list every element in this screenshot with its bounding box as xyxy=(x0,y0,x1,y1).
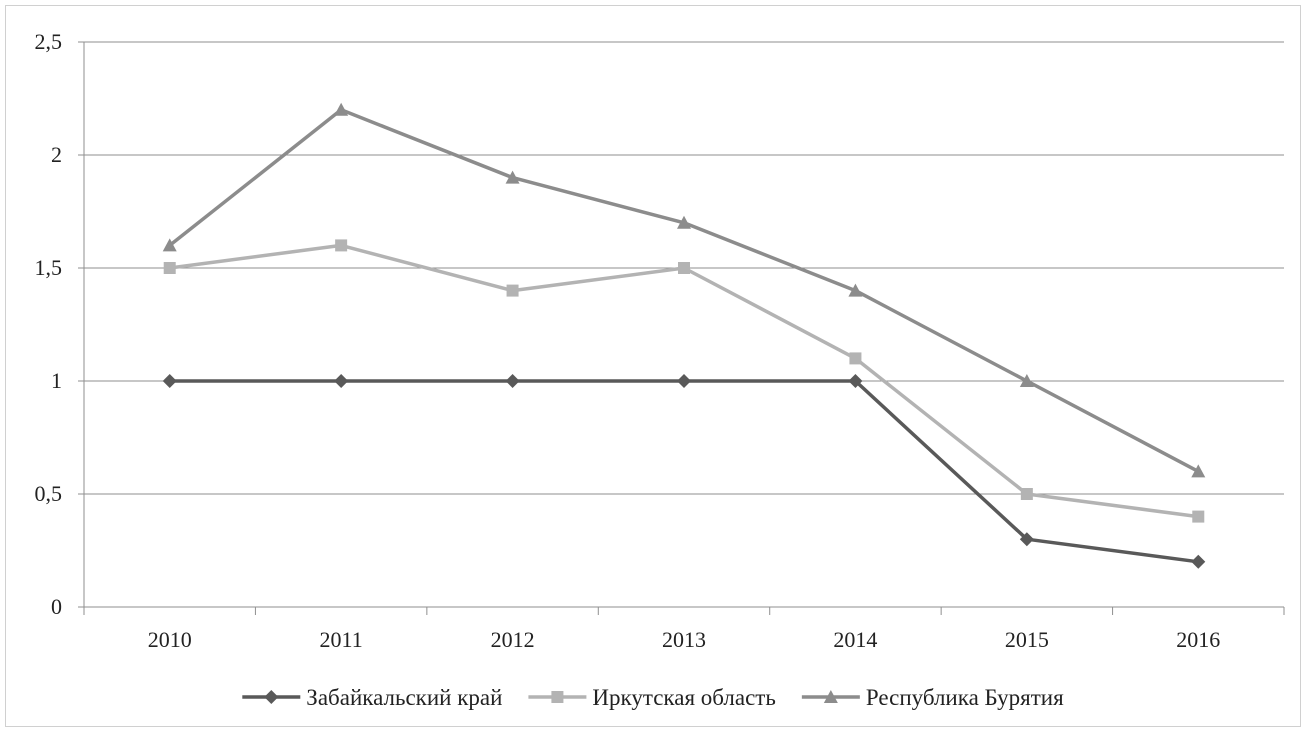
legend-label: Забайкальский край xyxy=(306,685,502,710)
series-lines xyxy=(162,102,1206,569)
series-1 xyxy=(162,374,1206,569)
x-tick-label: 2012 xyxy=(491,627,535,652)
data-point-square xyxy=(335,239,348,252)
series-3 xyxy=(162,102,1206,478)
data-point-triangle xyxy=(677,215,691,229)
y-tick-label: 0 xyxy=(51,594,62,619)
data-point-triangle xyxy=(848,283,863,297)
data-point-triangle xyxy=(162,238,177,252)
series-line xyxy=(169,379,1199,564)
x-tick-label: 2011 xyxy=(320,627,363,652)
y-tick-label: 2 xyxy=(51,142,62,167)
data-point-diamond xyxy=(162,374,177,388)
legend-item: Забайкальский край xyxy=(242,685,502,710)
data-point-diamond xyxy=(505,374,520,388)
y-tick-label: 2,5 xyxy=(35,29,63,54)
y-tick-label: 0,5 xyxy=(35,481,63,506)
data-point-square xyxy=(1192,510,1205,523)
data-point-diamond xyxy=(334,374,349,388)
y-tick-label: 1,5 xyxy=(35,255,63,280)
x-tick-label: 2016 xyxy=(1176,627,1220,652)
data-point-triangle xyxy=(823,690,838,703)
data-point-square xyxy=(678,262,690,274)
axes: 0 0,5 1 1,5 2 2,5 2010 2011 2012 2013 2014 2015 2016 xyxy=(35,29,1285,652)
data-point-triangle xyxy=(505,170,520,184)
x-tick-label: 2014 xyxy=(833,627,877,652)
data-point-square xyxy=(849,352,862,365)
data-point-diamond xyxy=(1019,532,1034,547)
series-line xyxy=(168,108,1200,473)
series-2 xyxy=(163,239,1205,523)
data-point-square xyxy=(1020,488,1033,500)
data-point-diamond xyxy=(848,374,863,388)
legend-item: Республика Бурятия xyxy=(801,685,1064,710)
legend-label: Республика Бурятия xyxy=(866,685,1064,710)
data-point-square xyxy=(551,691,564,703)
data-point-triangle xyxy=(1019,374,1034,387)
data-point-diamond xyxy=(264,690,279,704)
data-point-triangle xyxy=(1191,464,1206,478)
x-tick-label: 2015 xyxy=(1005,627,1049,652)
legend-label: Иркутская область xyxy=(592,685,775,710)
data-point-square xyxy=(506,284,519,297)
y-tick-label: 1 xyxy=(51,368,62,393)
data-point-diamond xyxy=(1191,554,1206,569)
legend: Забайкальский край Иркутская область Респу… xyxy=(242,685,1064,710)
data-point-square xyxy=(163,262,176,274)
data-point-diamond xyxy=(677,374,691,388)
x-tick-label: 2013 xyxy=(662,627,706,652)
data-point-triangle xyxy=(334,102,349,116)
legend-item: Иркутская область xyxy=(528,685,776,710)
x-tick-label: 2010 xyxy=(148,627,192,652)
